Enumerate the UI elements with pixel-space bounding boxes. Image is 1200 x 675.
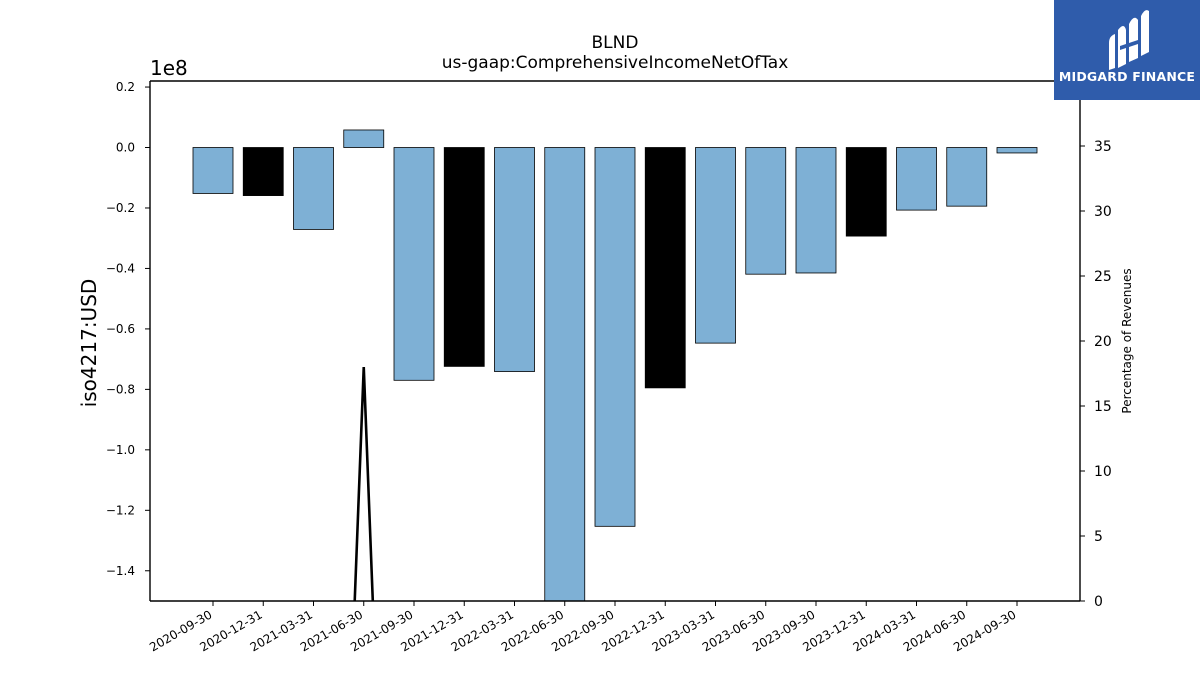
y2-tick-label: 30: [1094, 204, 1112, 220]
bar: [192, 147, 234, 194]
y-tick-label: −1.2: [106, 503, 135, 517]
y-tick-label: −0.6: [106, 322, 135, 336]
bar: [695, 147, 736, 344]
y-tick-label: −0.4: [106, 261, 135, 275]
bar: [644, 147, 686, 389]
chart-title: BLND: [592, 33, 639, 53]
y2-axis-label: Percentage of Revenues: [1120, 268, 1134, 413]
bar: [544, 147, 586, 602]
y2-tick-label: 0: [1094, 594, 1103, 610]
line-series: [353, 366, 375, 602]
bar: [996, 147, 1038, 154]
bar: [443, 147, 485, 367]
bar: [494, 147, 535, 372]
bar: [845, 147, 887, 237]
y2-tick-label: 10: [1094, 464, 1112, 480]
y2-tick-label: 35: [1094, 139, 1112, 155]
bar: [594, 147, 636, 527]
y2-tick-label: 25: [1094, 269, 1112, 285]
chart-subtitle: us-gaap:ComprehensiveIncomeNetOfTax: [442, 53, 789, 73]
y-offset-label: 1e8: [150, 56, 188, 80]
bar: [745, 147, 787, 275]
y2-tick-label: 5: [1094, 529, 1103, 545]
y-axis-label: iso4217:USD: [77, 279, 101, 408]
bar: [896, 147, 937, 211]
logo-text: MIDGARD FINANCE: [1058, 69, 1196, 84]
y2-tick-label: 20: [1094, 334, 1112, 350]
bar: [946, 147, 988, 207]
bar: [343, 129, 385, 148]
y-tick-label: −0.8: [106, 382, 135, 396]
y-tick-label: 0.0: [116, 141, 135, 155]
midgard-m-icon: [1109, 10, 1149, 70]
bar: [795, 147, 837, 274]
y-tick-label: 0.2: [116, 80, 135, 94]
y-tick-label: −0.2: [106, 201, 135, 215]
bar: [393, 147, 435, 381]
y-tick-label: −1.0: [106, 443, 135, 457]
bar: [293, 147, 334, 230]
y-tick-label: −1.4: [106, 564, 135, 578]
midgard-finance-logo: MIDGARD FINANCE: [1054, 0, 1200, 100]
y2-tick-label: 15: [1094, 399, 1112, 415]
bar: [242, 147, 284, 196]
